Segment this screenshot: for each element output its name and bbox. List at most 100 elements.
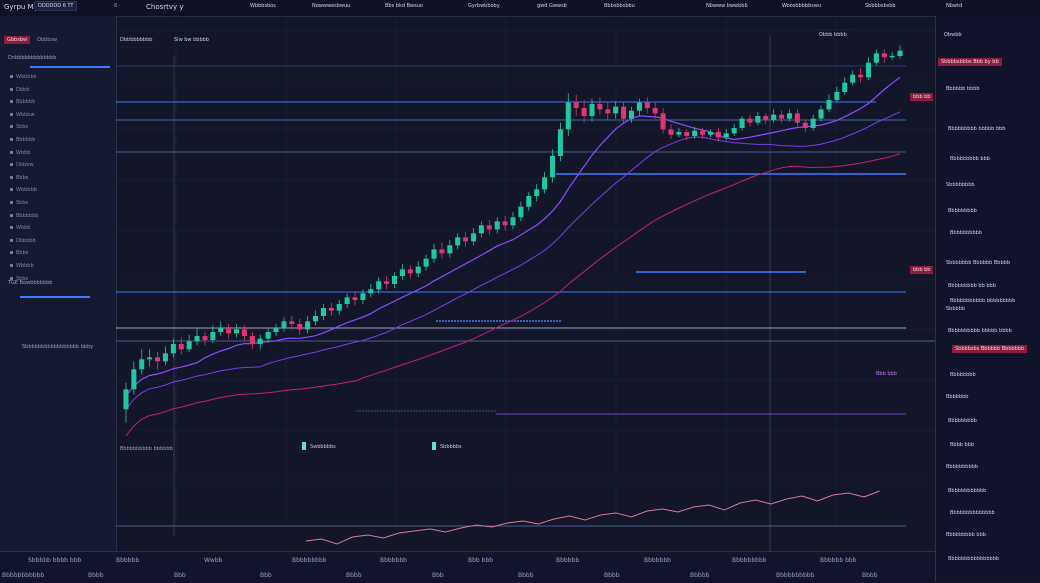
candle-body xyxy=(542,177,548,190)
tab-2[interactable]: Nowwwesbwuu xyxy=(312,3,351,9)
candle-body xyxy=(826,100,832,110)
candle-body xyxy=(889,56,895,58)
candle-body xyxy=(336,304,342,311)
right-panel-item[interactable]: Bbbbbbbbbbb bbbbbbbbb xyxy=(950,298,1016,304)
right-highlight-1[interactable]: Sbbbbsbbbs Bbb by bb xyxy=(938,58,1002,66)
right-panel-item[interactable]: Bbbbbbbbbb xyxy=(946,464,978,470)
top-right-label[interactable]: Nbwtd xyxy=(946,3,963,9)
candle-body xyxy=(376,281,382,290)
right-panel-header: Obwbb xyxy=(944,32,962,38)
candle-body xyxy=(455,237,461,246)
candle-body xyxy=(234,329,240,334)
menu-icon[interactable]: 8 · xyxy=(114,3,121,9)
right-panel-item[interactable]: Bbbbbbbbbbbbbbbb xyxy=(948,556,1000,562)
chart-mid-label: Bbbbbbbbbb bbbbbb xyxy=(120,446,173,452)
right-panel-item[interactable]: Bbbb bbb xyxy=(950,442,975,448)
left-panel-row[interactable]: Dbbbbb xyxy=(16,237,36,244)
right-panel-item[interactable]: Bbbbbbbbb bbb xyxy=(950,156,990,162)
candle-body xyxy=(391,276,398,284)
oscillator xyxy=(305,490,880,545)
left-panel-row[interactable]: Wbbbb xyxy=(16,263,34,269)
left-panel-row[interactable]: Wbbbw xyxy=(16,111,35,118)
left-panel-row[interactable]: Dbbb xyxy=(16,86,30,93)
candle-body xyxy=(794,113,800,123)
left-panel-row[interactable]: Dbbbw xyxy=(16,162,34,169)
tab-1[interactable]: Wbbbsbos xyxy=(250,3,276,9)
left-row-marker xyxy=(10,201,13,204)
candle-body xyxy=(265,332,271,339)
left-panel-row[interactable]: Bbbbbb xyxy=(16,137,36,143)
tab-6[interactable]: Bbbsbbsbbu xyxy=(604,3,635,9)
left-row-marker xyxy=(10,125,13,129)
left-panel-row[interactable]: Bbbbbb xyxy=(16,99,36,106)
left-row-marker xyxy=(10,175,13,179)
left-panel-footer-bar xyxy=(20,296,90,298)
tab-4[interactable]: Gyrbwbboby xyxy=(468,3,500,9)
left-panel-row[interactable]: Wbbbbb xyxy=(16,187,37,194)
left-panel-row[interactable]: Bbbs xyxy=(16,174,29,181)
right-panel-item[interactable]: Bbbbbbbb xyxy=(950,372,976,378)
time-axis-label: Bbbbbbbbb xyxy=(292,557,327,564)
left-panel-row[interactable]: Sbbs xyxy=(16,275,29,282)
right-panel-item[interactable]: Bbbbbbbbb xyxy=(948,418,977,424)
right-panel-item[interactable]: Bbbbbbbbb xyxy=(948,208,977,214)
left-row-marker xyxy=(10,163,13,167)
left-panel-row[interactable]: Wbbbbs xyxy=(16,74,37,80)
right-panel-item[interactable]: Sbbbbbbb Bbbbbb Bbbbb xyxy=(946,260,1010,266)
right-panel-item[interactable]: Bbbbbbbbbb xyxy=(950,230,982,236)
left-panel-row[interactable]: Wbbb xyxy=(16,149,31,156)
tab-9[interactable]: Sbbbbsbsbb xyxy=(865,3,896,9)
top-left-tag[interactable]: DDDDDD 6 TT xyxy=(34,1,78,11)
time-axis-label: Sbbbbb bbbb bbb xyxy=(28,557,82,564)
candlesticks xyxy=(123,45,903,423)
tab-8[interactable]: Woosbbbbbswu xyxy=(782,3,822,9)
right-panel-item[interactable]: Bbbbbbbbbbbb xyxy=(948,488,987,494)
candle-body xyxy=(581,108,587,116)
tab-3[interactable]: Bbs bkd Bwsuo xyxy=(385,3,423,9)
candle-body xyxy=(344,297,350,304)
candle-body xyxy=(700,130,706,135)
candle-body xyxy=(660,113,666,130)
candle-body xyxy=(305,321,311,330)
right-panel-item[interactable]: Bbbbbbb xyxy=(946,394,969,400)
right-highlight-2[interactable]: Sbbbbsbs Bbbbbb Bbbbbbb xyxy=(952,345,1028,353)
left-panel-row[interactable]: Sbbs xyxy=(16,124,29,131)
bottom-row-label: Bbb xyxy=(260,572,272,579)
left-panel-header: Dnbbbbbbbbbbbbb xyxy=(8,55,57,61)
right-panel-item[interactable]: Bbbbbbbbbb bbbbb bbbb xyxy=(948,328,1012,334)
right-panel-item[interactable]: Bbbbbbbbbbbbbb xyxy=(950,510,995,516)
tab-5[interactable]: gwd Gwwsb xyxy=(537,3,567,9)
right-panel-item[interactable]: Sbbbbbbbb xyxy=(946,182,975,188)
left-panel: Gbbsbw Obbbsw Dnbbbbbbbbbbbbb Wbbbbs Dbbb… xyxy=(0,16,117,551)
toolbar-tag-a[interactable]: Gbbsbw xyxy=(4,36,31,44)
bottom-row-label: Bbbbbbbbbb xyxy=(776,572,815,579)
right-panel-item[interactable]: Bbbbbb bbbb xyxy=(946,86,980,92)
candle-body xyxy=(850,74,856,83)
candle-body xyxy=(147,357,153,360)
price-chart[interactable] xyxy=(116,16,935,556)
left-panel-row[interactable]: Bbbbbbb xyxy=(16,212,39,219)
left-row-marker xyxy=(10,188,13,192)
left-panel-row[interactable]: Wbbb xyxy=(16,225,31,232)
right-panel-item[interactable]: Bbbbbbbbb bbb xyxy=(946,532,986,538)
left-panel-row[interactable]: Bbbs xyxy=(16,250,29,257)
candle-body xyxy=(320,308,326,316)
tab-7[interactable]: Nbwww bwwbbb xyxy=(706,3,748,9)
candle-body xyxy=(131,369,137,390)
toolbar-tag-b[interactable]: Obbbsw xyxy=(37,37,58,43)
candle-body xyxy=(194,336,200,342)
right-panel-item[interactable]: Sbbbbb xyxy=(946,306,966,312)
chart-area[interactable]: Dbbbbbbbbb Slw bw bbbbb Bbbbbbbbbb bbbbb… xyxy=(116,16,935,556)
candle-body xyxy=(763,116,769,120)
left-panel-row[interactable]: Sbbs xyxy=(16,200,29,206)
ma-slow-line xyxy=(125,153,901,437)
chart-title-label: Dbbbbbbbbb xyxy=(120,37,153,43)
candle-body xyxy=(897,50,903,56)
candle-body xyxy=(241,329,247,336)
osc-label: Bbb bbb xyxy=(876,371,897,377)
candle-body xyxy=(226,328,232,334)
right-panel-item[interactable]: Bbbbbbbbb bbbbb bbb xyxy=(948,126,1006,132)
ma-fast-line xyxy=(125,76,901,397)
right-panel-item[interactable]: Bbbbbbbbb bb bbb xyxy=(948,283,996,289)
candle-body xyxy=(210,332,216,340)
